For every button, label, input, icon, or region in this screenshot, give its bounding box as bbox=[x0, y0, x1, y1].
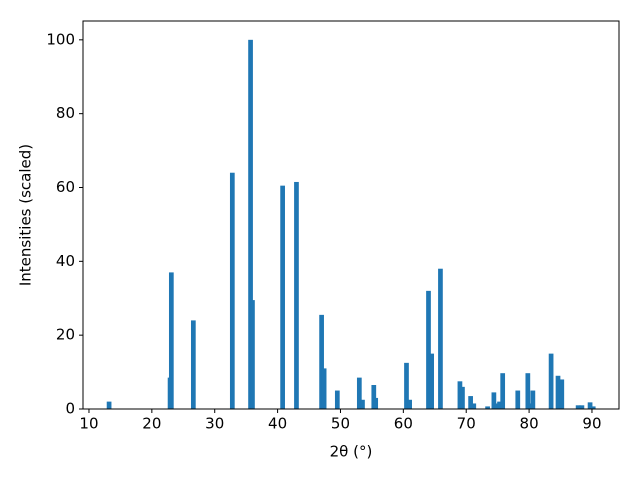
bar bbox=[319, 314, 324, 409]
bar bbox=[515, 390, 521, 409]
bar bbox=[525, 373, 531, 409]
bar bbox=[248, 39, 253, 409]
plot-frame bbox=[82, 20, 620, 410]
x-tick-label: 50 bbox=[331, 415, 350, 433]
y-tick-label: 100 bbox=[46, 30, 75, 48]
x-tick-label: 30 bbox=[205, 415, 224, 433]
bar bbox=[438, 268, 443, 409]
x-tick-label: 70 bbox=[457, 415, 476, 433]
bar bbox=[360, 399, 365, 409]
bar bbox=[457, 381, 463, 409]
bar bbox=[250, 300, 255, 409]
x-tick-label: 80 bbox=[520, 415, 539, 433]
x-axis-label: 2θ (°) bbox=[330, 443, 373, 461]
x-tick-label: 40 bbox=[268, 415, 287, 433]
bar bbox=[229, 172, 235, 409]
y-tick-label: 20 bbox=[56, 326, 75, 344]
x-tick-label: 60 bbox=[394, 415, 413, 433]
bar bbox=[407, 399, 412, 409]
bar bbox=[468, 396, 473, 409]
bar bbox=[429, 353, 434, 409]
bar bbox=[530, 390, 536, 409]
bar bbox=[548, 353, 554, 409]
bar bbox=[494, 403, 500, 409]
bar bbox=[168, 272, 174, 409]
x-tick-label: 90 bbox=[582, 415, 601, 433]
bar bbox=[491, 392, 497, 409]
bar bbox=[190, 320, 196, 409]
bar bbox=[404, 362, 409, 409]
bar bbox=[485, 406, 490, 409]
x-tick-label: 10 bbox=[79, 415, 98, 433]
y-tick-label: 0 bbox=[65, 400, 75, 418]
y-axis-label: Intensities (scaled) bbox=[17, 144, 35, 286]
bar bbox=[106, 401, 112, 409]
bar bbox=[497, 401, 502, 409]
y-tick-label: 60 bbox=[56, 178, 75, 196]
bar bbox=[294, 181, 299, 409]
bar bbox=[590, 406, 596, 409]
bar bbox=[371, 385, 377, 409]
bar bbox=[559, 379, 565, 409]
y-tick-label: 40 bbox=[56, 252, 75, 270]
bar bbox=[356, 377, 362, 409]
bar bbox=[334, 390, 340, 409]
bar bbox=[471, 403, 477, 409]
bar bbox=[587, 402, 593, 409]
bar bbox=[555, 375, 561, 409]
y-tick-label: 80 bbox=[56, 104, 75, 122]
bar bbox=[321, 368, 327, 409]
bar bbox=[460, 386, 465, 409]
x-tick-label: 20 bbox=[142, 415, 161, 433]
bar bbox=[280, 185, 285, 409]
bar bbox=[579, 405, 585, 409]
bar bbox=[373, 397, 379, 409]
bar bbox=[426, 290, 431, 409]
bar bbox=[575, 405, 581, 409]
bar bbox=[500, 373, 506, 409]
